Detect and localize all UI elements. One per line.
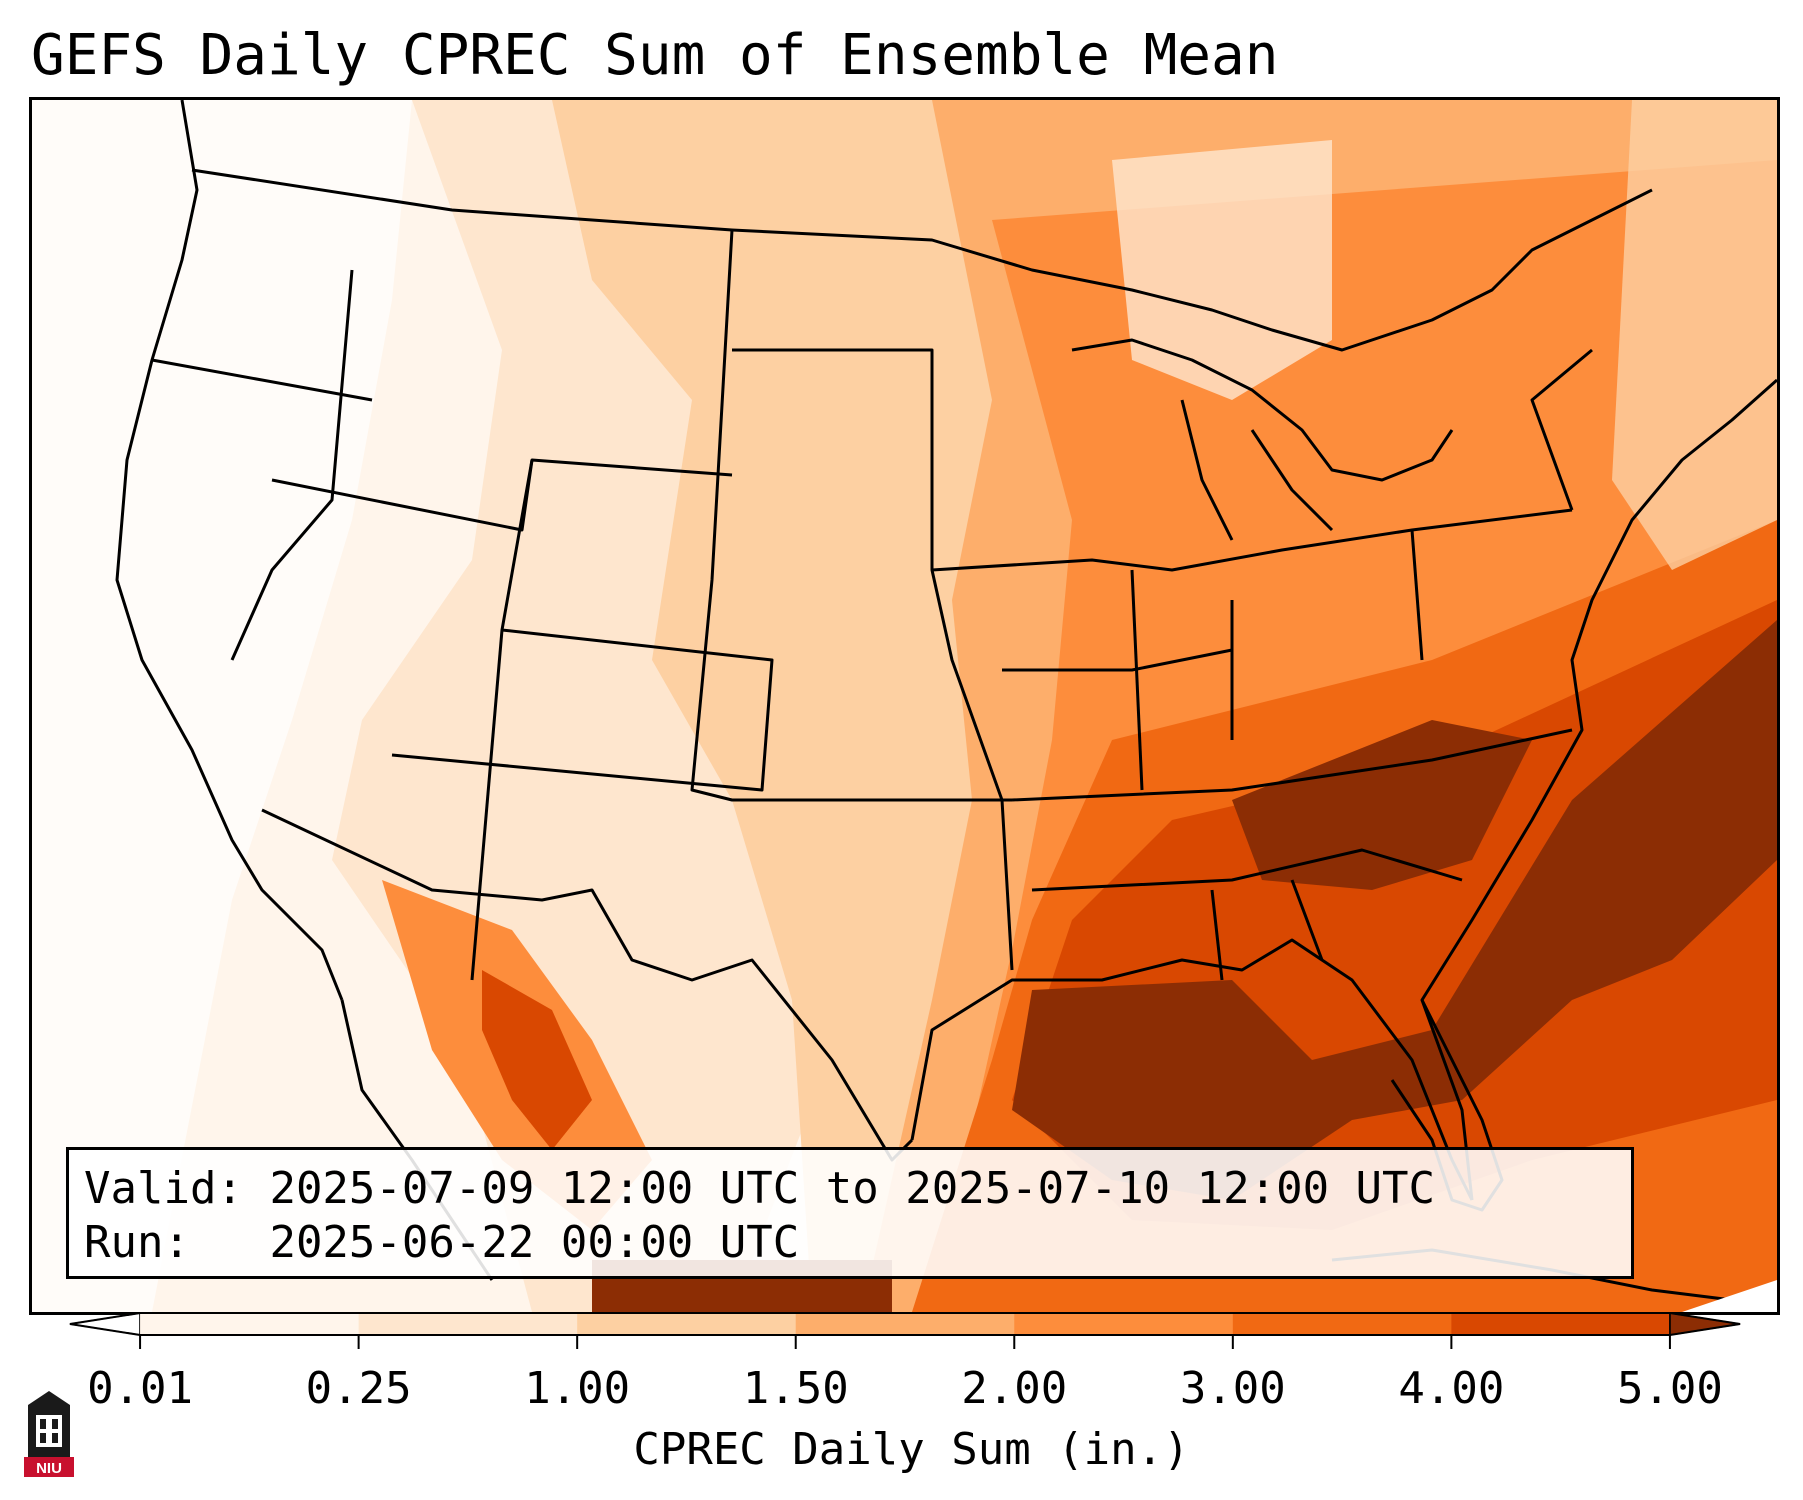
precip-field-map: [32, 100, 1777, 1312]
canada-border: [191, 168, 1653, 352]
colorbar-segment-5: [1232, 1313, 1452, 1335]
colorbar-tick-label: 3.00: [1179, 1363, 1286, 1414]
precip-atlantic-light: [1612, 100, 1777, 570]
colorbar-segment-4: [1014, 1313, 1234, 1335]
colorbar-segment-6: [1451, 1313, 1671, 1335]
logo-tower-windows: [36, 1415, 62, 1447]
mexico-border: [261, 808, 914, 1162]
state-line-9: [1002, 648, 1233, 672]
colorbar-svg: [69, 1312, 1741, 1336]
precip-max-core: [1012, 620, 1777, 1200]
state-line-8: [931, 508, 1573, 572]
map-panel: [29, 97, 1780, 1315]
state-line-4: [391, 459, 774, 792]
west-coastline: [115, 100, 344, 1001]
colorbar-segment-3: [795, 1313, 1015, 1335]
colorbar-tick-label: 1.50: [742, 1363, 849, 1414]
state-line-7: [470, 629, 504, 981]
state-line-14: [1130, 569, 1144, 791]
precip-mexico-core: [482, 970, 592, 1150]
state-line-5: [690, 229, 1012, 802]
state-line-13: [1290, 879, 1324, 961]
colorbar-tick-label: 0.01: [87, 1363, 194, 1414]
colorbar-segment-1: [358, 1313, 578, 1335]
colorbar-tick-label: 5.00: [1616, 1363, 1723, 1414]
valid-run-info-box: Valid: 2025-07-09 12:00 UTC to 2025-07-1…: [66, 1147, 1634, 1279]
state-line-1: [230, 269, 354, 661]
niu-logo: NIU: [24, 1391, 74, 1477]
state-line-12: [1210, 889, 1224, 981]
logo-banner: [24, 1457, 74, 1477]
precip-northeast-light: [1112, 140, 1332, 400]
valid-label: Valid:: [84, 1163, 243, 1214]
colorbar-segment-0: [140, 1313, 360, 1335]
colorbar-tick-label: 2.00: [961, 1363, 1068, 1414]
colorbar-tick-label: 4.00: [1398, 1363, 1505, 1414]
precip-plains-medium: [552, 100, 1052, 1312]
colorbar-tick-label: 0.25: [305, 1363, 412, 1414]
colorbar-segment-2: [577, 1313, 797, 1335]
map-projection-edge: [1682, 1280, 1777, 1312]
state-line-11: [1031, 848, 1463, 892]
colorbar-label: CPREC Daily Sum (in.): [633, 1424, 1190, 1475]
run-label: Run:: [84, 1217, 190, 1268]
colorbar-under-extend: [69, 1312, 141, 1336]
colorbar: [69, 1312, 1741, 1343]
precip-max-core-ne: [1232, 720, 1532, 890]
map-title: GEFS Daily CPREC Sum of Ensemble Mean: [31, 23, 1279, 88]
logo-text: NIU: [36, 1460, 62, 1477]
precip-west-light: [32, 100, 412, 1312]
atlantic-coastline: [1420, 378, 1777, 1201]
gulf-coastline: [910, 938, 1474, 1201]
state-line-2: [151, 358, 373, 402]
colorbar-over-extend: [1669, 1312, 1741, 1336]
colorbar-tick-label: 1.00: [524, 1363, 631, 1414]
run-value: 2025-06-22 00:00 UTC: [269, 1217, 800, 1268]
state-line-10: [1011, 728, 1573, 802]
great-lakes-outline: [1071, 338, 1454, 541]
valid-value: 2025-07-09 12:00 UTC to 2025-07-10 12:00…: [269, 1163, 1436, 1214]
state-line-16: [1410, 529, 1424, 661]
state-line-17: [1530, 348, 1593, 511]
state-line-6: [732, 348, 1014, 971]
